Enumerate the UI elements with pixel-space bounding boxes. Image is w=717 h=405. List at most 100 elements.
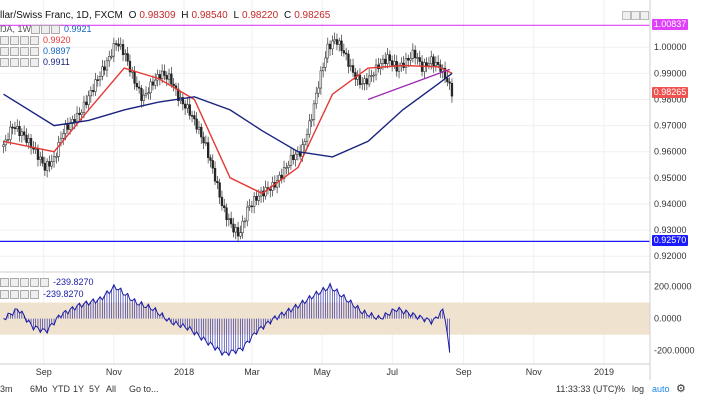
candle-body [368, 75, 371, 85]
price-label-support: 0.92570 [652, 235, 688, 247]
candle-body [9, 126, 12, 140]
candle-body [432, 56, 435, 67]
candle-body [39, 156, 42, 160]
range-3m[interactable]: 3m [0, 384, 13, 394]
eye-icon[interactable] [0, 57, 9, 67]
candle-body [170, 73, 173, 85]
gear-icon[interactable] [41, 24, 51, 34]
y-tick-label: 0.94000 [654, 199, 687, 209]
candle-body [287, 165, 290, 168]
gear-icon[interactable]: ⚙ [676, 383, 686, 395]
candle-body [243, 220, 247, 223]
symbol-title: llar/Swiss Franc, 1D, FXCM [0, 10, 123, 21]
candle-body [52, 156, 56, 162]
eye-icon[interactable] [0, 289, 9, 299]
more-icon[interactable] [30, 46, 39, 56]
candle-body [434, 61, 438, 67]
eye-icon[interactable] [0, 46, 9, 56]
ma-legend-4[interactable]: 0.9911 [0, 57, 70, 67]
candle-body [255, 196, 258, 201]
candle-body [340, 40, 343, 51]
candle-body [62, 133, 65, 139]
candle-body [372, 74, 375, 77]
close-icon[interactable] [20, 289, 29, 299]
price-label-last: 0.98265 [652, 86, 688, 98]
y-tick-label: 0.98000 [654, 94, 687, 104]
candle-body [326, 43, 329, 59]
candle-body [69, 123, 72, 130]
range-ytd[interactable]: YTD [52, 384, 70, 394]
close-icon[interactable] [20, 57, 29, 67]
candle-body [384, 58, 387, 64]
goto-button[interactable]: Go to... [129, 384, 159, 394]
gear-icon[interactable] [10, 289, 19, 299]
candle-body [46, 161, 49, 171]
trendline[interactable] [367, 68, 451, 101]
candle-body [27, 138, 30, 143]
eye-icon[interactable] [31, 24, 41, 34]
range-1y[interactable]: 1Y [73, 384, 85, 394]
ohlc-high: 0.98540 [191, 10, 228, 21]
percent-toggle[interactable]: % [617, 384, 626, 394]
candle-body [43, 162, 47, 171]
more-icon[interactable] [30, 277, 39, 287]
time-axis[interactable]: Sep Nov 2018 Mar May Jul Sep Nov 2019 [36, 367, 614, 377]
more-icon[interactable] [40, 277, 49, 287]
eye-icon[interactable] [0, 35, 9, 45]
auto-toggle[interactable]: auto [652, 384, 670, 394]
indicator-axis[interactable]: 200.0000 0.0000 -200.0000 [654, 281, 695, 355]
range-all[interactable]: All [106, 384, 117, 394]
x-tick-label: 2019 [594, 367, 614, 377]
gear-icon[interactable] [10, 57, 19, 67]
ma-legend-3[interactable]: 0.9897 [0, 46, 71, 56]
candle-body [397, 65, 401, 72]
ma-legend-2[interactable]: 0.9920 [0, 35, 71, 45]
candle-body [101, 66, 104, 77]
candle-body [71, 119, 74, 124]
range-6mo[interactable]: 6Mo [30, 384, 48, 394]
chart-control-icon[interactable] [640, 11, 649, 20]
candle-body [379, 63, 382, 69]
close-icon[interactable] [20, 46, 29, 56]
log-toggle[interactable]: log [632, 384, 645, 394]
candle-body [335, 39, 339, 45]
gear-icon[interactable] [10, 35, 19, 45]
candle-body [236, 227, 240, 237]
candle-body [161, 70, 164, 79]
candle-body [142, 94, 145, 101]
candle-body [285, 167, 288, 169]
chart-control-icon[interactable] [622, 11, 631, 20]
candle-body [156, 74, 159, 81]
candle-body [16, 126, 19, 130]
indicator-legend-1[interactable]: -239.8270 [0, 277, 94, 287]
price-axis[interactable]: 0.92000 0.93000 0.94000 0.95000 0.96000 0.970… [654, 42, 687, 261]
range-5y[interactable]: 5Y [89, 384, 101, 394]
bottom-toolbar: 3m 6Mo YTD 1Y 5Y All Go to... 11:33:33 (… [0, 382, 717, 396]
x-tick-label: May [314, 367, 332, 377]
more-icon[interactable] [30, 289, 39, 299]
chart-control-icon[interactable] [631, 11, 640, 20]
close-icon[interactable] [20, 277, 29, 287]
gear-icon[interactable] [10, 277, 19, 287]
indicator-legend-2[interactable]: -239.8270 [0, 289, 84, 299]
ma-legend-1[interactable]: ŊA, 1W 0.9921 [0, 24, 92, 34]
candle-body [391, 60, 394, 66]
candle-body [167, 73, 171, 80]
candle-body [105, 60, 109, 71]
indicator-tick-label: 200.0000 [654, 281, 692, 291]
ma-value: 0.9911 [43, 57, 70, 67]
more-icon[interactable] [30, 35, 39, 45]
candle-body [172, 83, 175, 87]
eye-icon[interactable] [0, 277, 9, 287]
candle-body [25, 134, 28, 143]
gear-icon[interactable] [10, 46, 19, 56]
candle-body [200, 126, 203, 138]
close-icon[interactable] [51, 24, 61, 34]
close-icon[interactable] [20, 35, 29, 45]
x-tick-label: Sep [36, 367, 52, 377]
more-icon[interactable] [30, 57, 39, 67]
candle-body [234, 227, 237, 233]
candle-body [108, 56, 111, 62]
candle-body [358, 74, 362, 85]
